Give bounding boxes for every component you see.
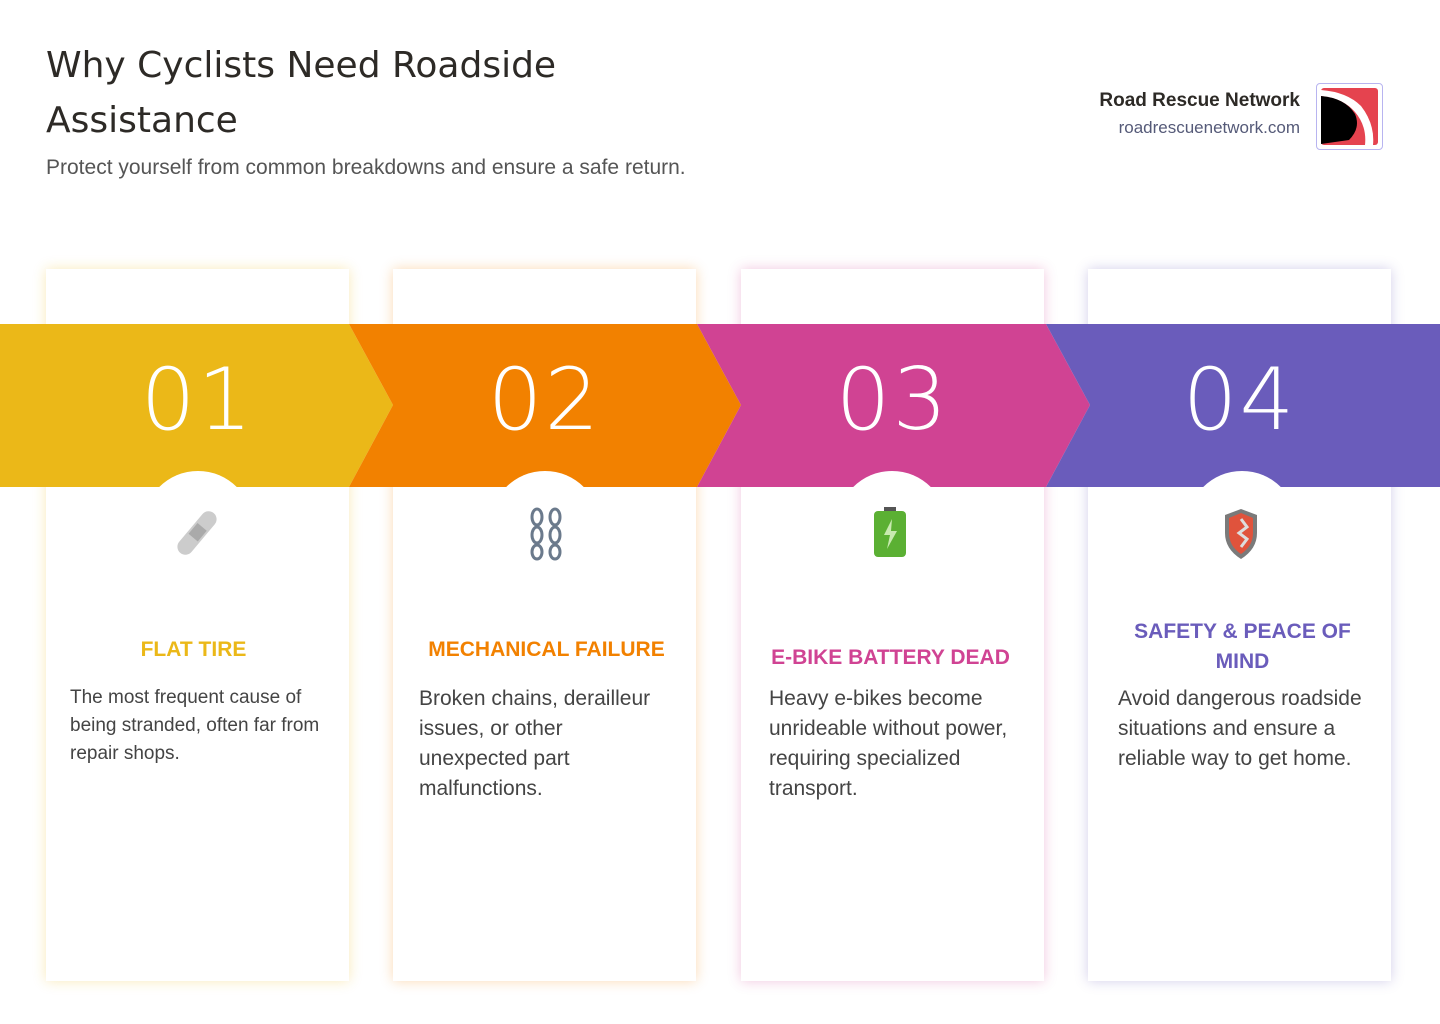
chevron-3: [697, 324, 1090, 487]
step-description: The most frequent cause of being strande…: [70, 687, 320, 764]
page-subtitle: Protect yourself from common breakdowns …: [46, 156, 686, 179]
step-number: 02: [487, 350, 602, 450]
shield-icon: [1225, 509, 1257, 559]
brand-logo: [1316, 83, 1383, 150]
step-description: Heavy e-bikes become unrideable without …: [769, 687, 1008, 800]
brand-name: Road Rescue Network: [1099, 90, 1300, 111]
bandage-icon: [177, 511, 217, 555]
chevron-banner: [0, 324, 1440, 487]
brand: Road Rescue Network roadrescuenetwork.co…: [1099, 90, 1300, 138]
step-number: 01: [140, 350, 255, 450]
step-description: Broken chains, derailleur issues, or oth…: [419, 687, 651, 800]
chevron-1: [0, 324, 393, 487]
step-number: 04: [1182, 350, 1297, 450]
step-title: FLAT TIRE: [140, 638, 247, 661]
step-title: SAFETY & PEACE OF MIND: [1134, 620, 1351, 673]
page-title: Why Cyclists Need Roadside Assistance: [46, 45, 557, 141]
brand-url: roadrescuenetwork.com: [1118, 118, 1300, 137]
step-title: E-BIKE BATTERY DEAD: [771, 646, 1010, 669]
step-title: MECHANICAL FAILURE: [428, 638, 665, 661]
step-description: Avoid dangerous roadside situations and …: [1118, 687, 1362, 770]
battery-icon: [874, 507, 906, 557]
chain-icon: [530, 507, 562, 561]
chevron-4: [1046, 324, 1440, 487]
step-number: 03: [835, 350, 950, 450]
chevron-2: [349, 324, 741, 487]
